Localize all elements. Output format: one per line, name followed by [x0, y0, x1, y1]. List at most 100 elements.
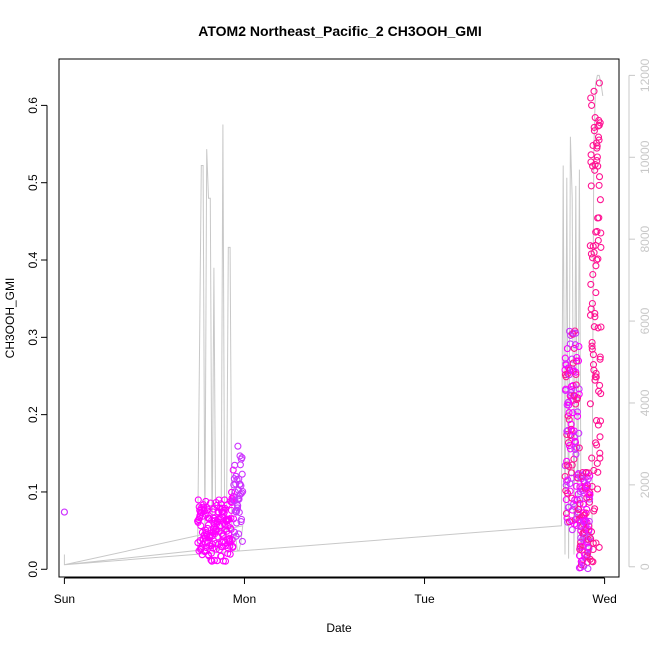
data-point	[562, 509, 570, 518]
y-axis-label: CH3OOH_GMI	[3, 278, 17, 359]
data-point	[587, 280, 595, 288]
data-point	[590, 249, 598, 257]
data-point	[238, 454, 246, 462]
data-point	[216, 522, 224, 530]
data-point	[567, 469, 576, 477]
plot-frame	[58, 58, 620, 578]
data-point	[565, 462, 573, 470]
data-point	[585, 498, 594, 506]
data-point	[566, 366, 574, 374]
y-tick-label: 0.6	[26, 97, 40, 114]
data-point	[596, 449, 604, 457]
data-point	[571, 341, 579, 349]
y-tick-label: 0.4	[26, 251, 40, 268]
left-axis: 0.0 0.1 0.2 0.3 0.4 0.5 0.6	[26, 97, 48, 578]
data-point	[576, 495, 584, 503]
data-point	[591, 505, 599, 513]
data-point	[569, 329, 577, 337]
data-point	[218, 504, 226, 512]
data-point	[570, 344, 578, 352]
x-tick-label: Mon	[233, 592, 256, 606]
data-point	[229, 542, 237, 550]
data-point	[597, 323, 605, 331]
data-point	[596, 353, 604, 361]
data-point	[590, 127, 598, 135]
data-point	[596, 381, 604, 389]
data-point	[575, 385, 583, 393]
data-point	[575, 390, 583, 398]
data-point	[590, 87, 598, 95]
data-point	[587, 151, 595, 159]
data-point	[235, 508, 243, 516]
y-tick-label: 0.2	[26, 406, 40, 423]
y2-tick-label: 0	[638, 563, 650, 570]
data-point	[596, 196, 604, 204]
data-point	[572, 400, 580, 408]
data-point	[594, 133, 603, 141]
data-point	[567, 420, 575, 428]
data-point	[573, 353, 581, 362]
data-point	[233, 504, 242, 512]
data-point	[567, 386, 575, 394]
data-point	[234, 442, 242, 450]
data-point	[592, 262, 600, 270]
data-point	[236, 461, 244, 469]
data-point	[230, 528, 239, 536]
data-point	[592, 369, 600, 377]
data-point	[590, 466, 598, 474]
data-point	[593, 441, 601, 449]
chart-title: ATOM2 Northeast_Pacific_2 CH3OOH_GMI	[198, 23, 481, 39]
data-point	[564, 476, 572, 484]
data-point	[593, 485, 602, 493]
y2-tick-label: 10000	[638, 140, 650, 174]
data-point	[586, 400, 594, 408]
data-point	[563, 430, 571, 439]
data-point	[573, 443, 581, 451]
data-point	[238, 537, 246, 545]
data-point	[594, 236, 602, 245]
data-point	[589, 539, 597, 547]
data-point	[596, 119, 604, 127]
data-point	[584, 482, 592, 490]
data-point	[595, 173, 604, 181]
data-point	[594, 324, 602, 332]
data-point	[238, 470, 246, 478]
data-point	[572, 370, 580, 379]
data-point	[595, 543, 603, 551]
data-point	[197, 522, 205, 530]
x-tick-label: Wed	[592, 592, 616, 606]
data-point	[597, 243, 605, 251]
data-point	[60, 508, 69, 516]
data-point	[591, 376, 599, 384]
data-point	[572, 450, 580, 458]
data-point	[591, 309, 599, 317]
y2-tick-label: 4000	[638, 389, 650, 416]
data-point	[571, 438, 580, 446]
data-point	[575, 429, 583, 437]
data-point	[591, 313, 599, 321]
data-point	[575, 444, 583, 452]
data-point	[227, 506, 235, 514]
data-point	[574, 394, 582, 402]
data-point	[570, 433, 578, 441]
data-point	[238, 489, 246, 497]
data-point	[582, 509, 590, 517]
data-point	[588, 342, 596, 350]
data-point	[564, 439, 573, 447]
data-point	[595, 214, 603, 222]
data-point	[565, 398, 573, 406]
data-point	[593, 256, 601, 264]
data-point	[566, 445, 574, 453]
x-tick-label: Sun	[54, 592, 75, 606]
y-tick-label: 0.1	[26, 483, 40, 500]
data-point	[596, 355, 604, 363]
data-point	[575, 342, 583, 351]
data-point	[564, 412, 572, 420]
data-point	[588, 101, 596, 109]
points-group	[60, 79, 605, 573]
data-point	[576, 499, 584, 508]
data-point	[569, 409, 577, 417]
data-point	[586, 491, 594, 499]
x-tick-label: Tue	[414, 592, 435, 606]
data-point	[594, 162, 602, 170]
